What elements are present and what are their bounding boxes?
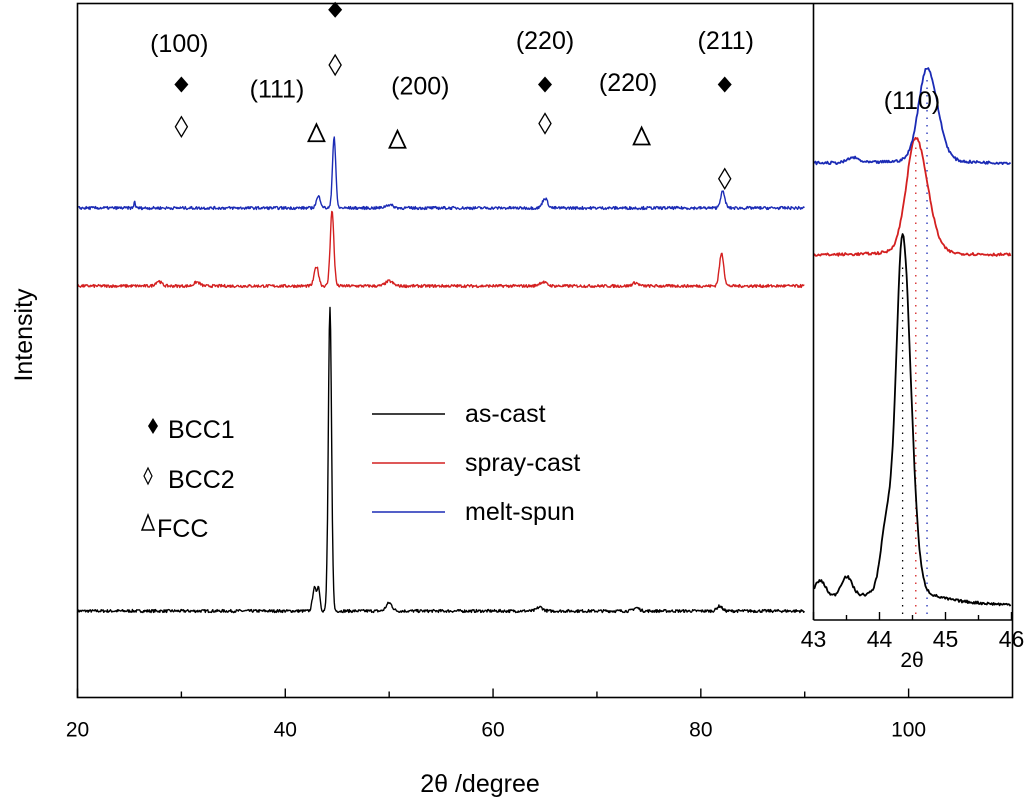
x-tick-label: 80 [689,719,712,742]
legend-open-triangle-icon [140,512,156,531]
miller-index-label: (200) [391,72,449,100]
legend-label-spray-cast: spray-cast [465,449,580,477]
open-triangle-icon [388,128,407,149]
inset-traces [812,67,1012,614]
inset-axis-ticks: 43 44 45 46 [801,612,1024,652]
legend-label-melt-spun: melt-spun [465,498,575,526]
y-axis-label: Intensity [10,288,38,382]
inset-tick-label: 46 [999,626,1024,652]
peak-annotations: (100)(110)(111)(200)(220)(220)(211) [150,27,755,104]
inset-series-line-spray-cast [812,136,1012,257]
x-tick-label: 40 [274,719,297,742]
inset-series-line-melt-spun [813,67,1012,166]
inset-series-line-as-cast [813,233,1012,607]
miller-index-label: (220) [516,27,574,55]
open-diamond-icon [717,167,732,191]
inset-tick-label: 44 [867,626,893,652]
x-axis-ticks: 20 40 60 80 100 [66,688,926,742]
filled-diamond-icon [328,1,343,18]
x-axis-label: 2θ /degree [420,770,540,798]
x-tick-label: 100 [891,719,926,742]
series-line-melt-spun [77,136,805,211]
open-triangle-icon [307,122,326,143]
plot-frame [76,2,1014,699]
filled-diamond-icon [538,76,552,93]
legend-label-fcc: FCC [157,515,208,543]
series-line-spray-cast [76,210,805,289]
inset-x-label: 2θ [900,649,923,672]
open-diamond-icon [538,112,552,135]
miller-index-label: (211) [698,27,755,55]
legend-label-bcc1: BCC1 [168,416,235,444]
open-diamond-icon [328,53,342,77]
legend-open-diamond-icon [143,466,153,486]
miller-index-label: (111) [250,76,305,104]
x-tick-label: 60 [481,719,504,742]
inset-title: (110) [884,87,941,115]
series-line-as-cast [76,306,805,614]
miller-index-label: (220) [599,69,657,97]
legend-label-bcc2: BCC2 [168,466,235,494]
miller-index-label: (100) [150,30,208,58]
x-tick-label: 20 [66,719,89,742]
filled-diamond-icon [717,76,732,93]
open-triangle-icon [632,125,652,146]
open-diamond-icon [174,115,189,139]
main-traces [76,136,805,614]
phase-markers [174,1,732,191]
series-legend: as-cast spray-cast melt-spun [372,400,580,526]
inset-tick-label: 43 [801,626,827,652]
phase-legend: BCC1 BCC2 FCC [140,416,235,543]
filled-diamond-icon [174,76,189,93]
legend-filled-diamond-icon [148,418,158,434]
inset-tick-label: 45 [933,626,959,652]
legend-label-as-cast: as-cast [465,400,546,428]
